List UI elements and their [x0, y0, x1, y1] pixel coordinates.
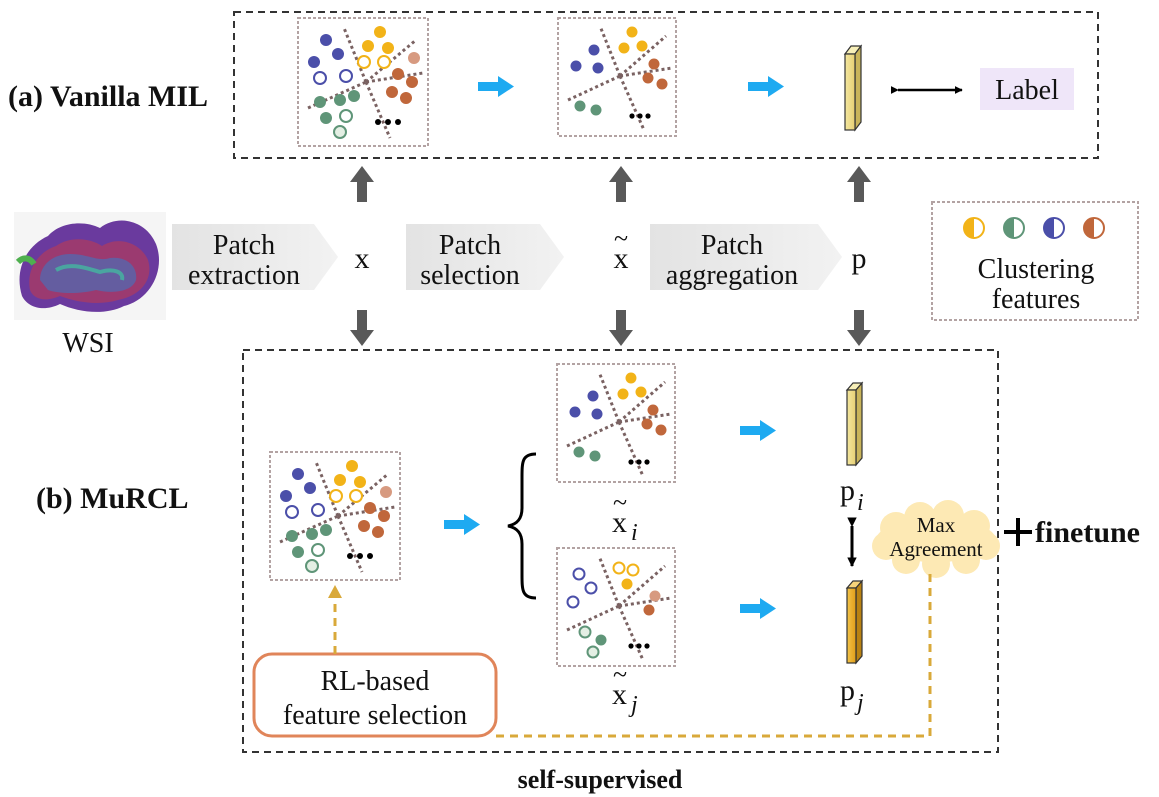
- gray-down-arrow-icon: [350, 310, 374, 346]
- symbol-x: x: [355, 242, 370, 275]
- patch-selection-chevron: [406, 224, 564, 290]
- patch-aggregation-line1: Patch: [701, 230, 763, 261]
- self-supervised-caption: self-supervised: [518, 765, 683, 794]
- half-circle-green-icon: [1003, 217, 1025, 239]
- view-i-cluster-plot: [555, 362, 677, 484]
- patch-extraction-line1: Patch: [213, 230, 275, 261]
- rl-box-line2: feature selection: [283, 700, 467, 731]
- finetune-label: finetune: [1035, 516, 1140, 549]
- patch-extraction-line2: extraction: [188, 260, 300, 291]
- p-j-feature-bar: [845, 579, 864, 665]
- label-box: [980, 68, 1074, 110]
- gray-up-arrow-icon: [350, 166, 374, 202]
- curly-brace: [507, 452, 537, 600]
- clustering-legend-line1: Clustering: [978, 254, 1095, 285]
- blue-arrow-icon: [478, 76, 514, 97]
- feedback-arrowhead: [328, 585, 342, 598]
- patch-aggregation-chevron: [650, 224, 842, 290]
- tilde-mark: ~: [613, 660, 627, 689]
- gray-up-arrow-icon: [847, 166, 871, 202]
- blue-arrow-icon: [740, 420, 776, 441]
- tilde-mark: ~: [614, 224, 628, 253]
- vanilla-cluster-plot-selected: [556, 16, 678, 138]
- feedback-dashed-path: [333, 568, 932, 738]
- vanilla-cluster-plot-full: [296, 16, 430, 148]
- clustering-legend-line2: features: [992, 284, 1081, 315]
- p-i-feature-bar: [845, 381, 864, 467]
- murcl-cluster-plot-full: [268, 450, 402, 582]
- max-agreement-line1: Max: [917, 513, 956, 537]
- symbol-p-i: pi: [840, 474, 864, 516]
- gray-down-arrow-icon: [847, 310, 871, 346]
- blue-arrow-icon: [444, 514, 480, 535]
- label-text: Label: [995, 75, 1059, 106]
- vanilla-mil-dashed-box: [233, 11, 1099, 159]
- tilde-mark: ~: [613, 488, 627, 517]
- symbol-p: p: [852, 242, 867, 275]
- rl-box-line1: RL-based: [321, 666, 430, 697]
- vanilla-mil-title: (a) Vanilla MIL: [8, 80, 208, 113]
- clustering-legend-box: [931, 201, 1139, 321]
- symbol-x-tilde: x: [614, 242, 629, 275]
- half-circle-yellow-icon: [963, 217, 985, 239]
- half-circle-blue-icon: [1043, 217, 1065, 239]
- wsi-thumbnail: [14, 212, 166, 320]
- plus-icon: [1004, 518, 1032, 546]
- half-circle-orange-icon: [1083, 217, 1105, 239]
- murcl-dashed-box: [242, 349, 999, 753]
- wsi-caption: WSI: [62, 328, 113, 359]
- patch-selection-line1: Patch: [439, 230, 501, 261]
- max-agreement-line2: Agreement: [889, 537, 982, 561]
- murcl-title: (b) MuRCL: [36, 482, 189, 515]
- max-agreement-cloud: [872, 500, 1000, 578]
- view-j-cluster-plot: [555, 546, 677, 668]
- patch-selection-line2: selection: [420, 260, 520, 291]
- patch-aggregation-line2: aggregation: [666, 260, 798, 291]
- symbol-p-j: pj: [840, 674, 864, 716]
- patch-extraction-chevron: [172, 224, 338, 290]
- blue-arrow-icon: [748, 76, 784, 97]
- blue-arrow-icon: [740, 598, 776, 619]
- gray-up-arrow-icon: [609, 166, 633, 202]
- bag-feature-bar: [843, 44, 863, 132]
- rl-feature-selection-box: [252, 652, 498, 738]
- gray-down-arrow-icon: [609, 310, 633, 346]
